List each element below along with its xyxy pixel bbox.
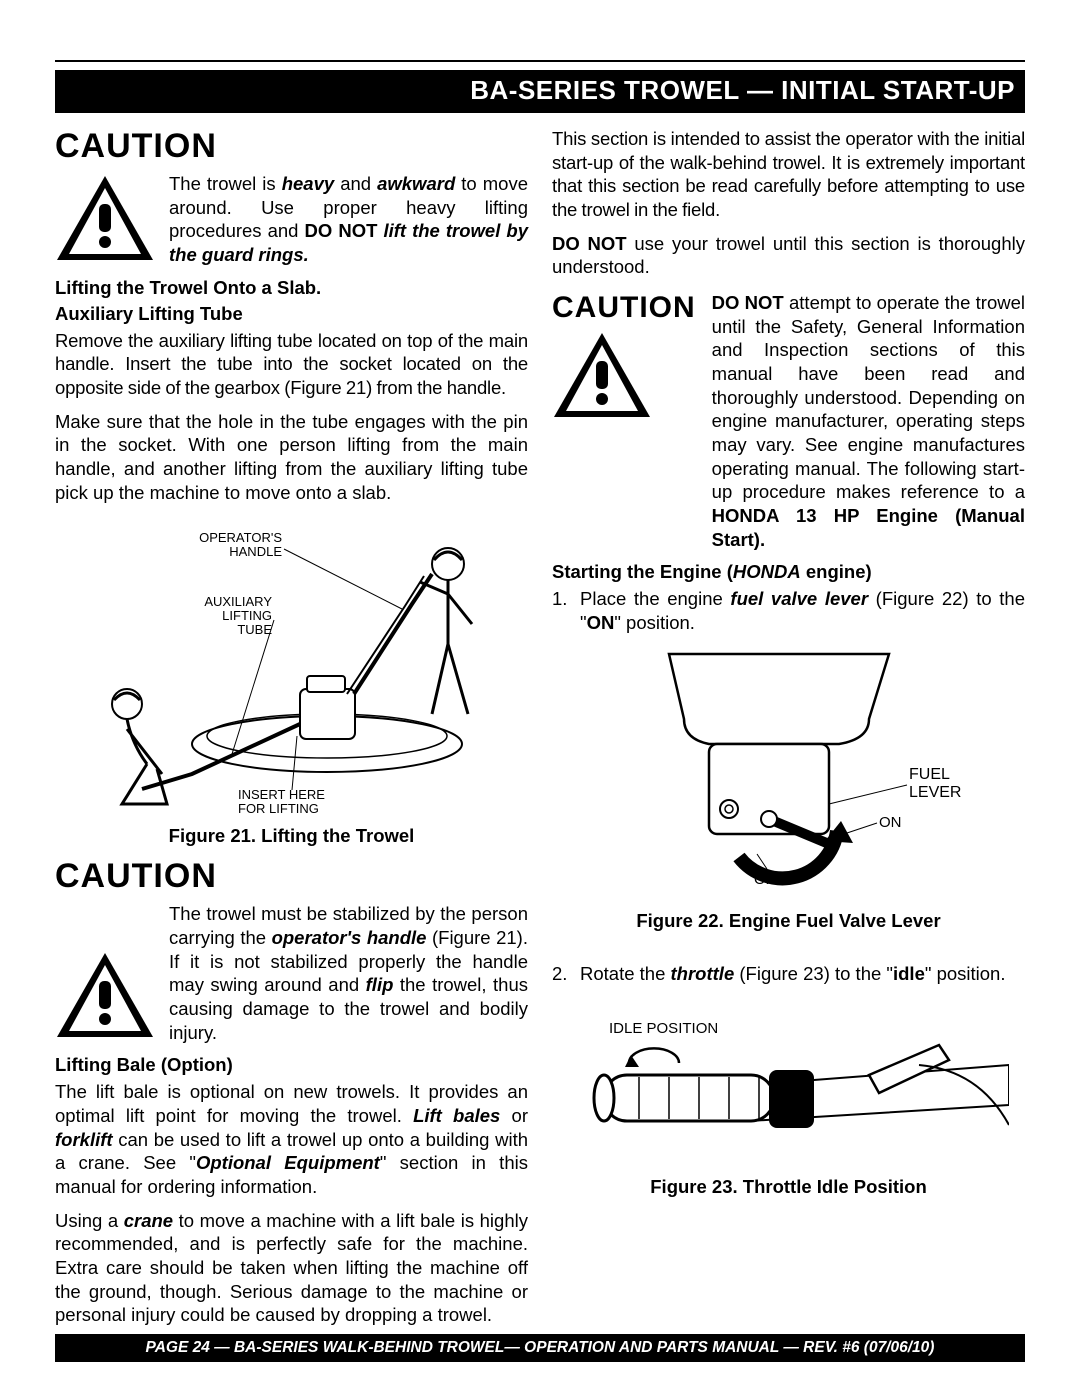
t: flip xyxy=(366,974,394,995)
caution-heading-1: CAUTION xyxy=(55,127,528,166)
label: OFF xyxy=(754,871,784,888)
steps-list-2: 2. Rotate the throttle (Figure 23) to th… xyxy=(552,962,1025,986)
label: AUXILIARY xyxy=(204,594,272,609)
paragraph: Remove the auxiliary lifting tube locate… xyxy=(55,329,528,400)
figure-23: IDLE POSITION xyxy=(552,1015,1025,1170)
t: heavy xyxy=(282,173,334,194)
label: TUBE xyxy=(237,622,272,637)
label: FOR LIFTING xyxy=(238,801,319,814)
t: The trowel is xyxy=(169,173,282,194)
caution-heading-3: CAUTION xyxy=(552,291,696,325)
figure-22: FUEL LEVER ON OFF xyxy=(552,649,1025,904)
figure-21: OPERATOR'S HANDLE AUXILIARY LIFTING TUBE… xyxy=(55,514,528,819)
t: Lift bales xyxy=(413,1105,500,1126)
caution-block-1: The trowel is heavy and awkward to move … xyxy=(55,172,528,267)
title-bar: BA-SERIES TROWEL — INITIAL START-UP xyxy=(55,70,1025,113)
figure-23-illustration: IDLE POSITION xyxy=(569,1015,1009,1165)
caution-left: CAUTION xyxy=(552,291,696,551)
paragraph: Make sure that the hole in the tube enga… xyxy=(55,410,528,505)
label: ON xyxy=(879,814,902,831)
label: INSERT HERE xyxy=(238,787,325,802)
step-text: Place the engine fuel valve lever (Figur… xyxy=(580,587,1025,634)
t: Place the engine xyxy=(580,588,730,609)
caution-1-text: The trowel is heavy and awkward to move … xyxy=(169,172,528,267)
label: IDLE POSITION xyxy=(609,1020,718,1037)
paragraph: The lift bale is optional on new trowels… xyxy=(55,1080,528,1198)
step-1: 1. Place the engine fuel valve lever (Fi… xyxy=(552,587,1025,634)
t: (Figure 23) to the " xyxy=(734,963,893,984)
figure-21-caption: Figure 21. Lifting the Trowel xyxy=(55,825,528,847)
label: LEVER xyxy=(909,784,961,801)
warning-triangle-icon xyxy=(55,174,155,267)
t: ON xyxy=(587,612,615,633)
left-column: CAUTION The trowel is heavy and awkward … xyxy=(55,127,528,1337)
warning-triangle-icon xyxy=(552,331,696,424)
t: Rotate the xyxy=(580,963,671,984)
paragraph: DO NOT use your trowel until this sectio… xyxy=(552,232,1025,279)
step-number: 2. xyxy=(552,962,580,986)
t: throttle xyxy=(671,963,735,984)
right-column: This section is intended to assist the o… xyxy=(552,127,1025,1337)
caution-heading-2: CAUTION xyxy=(55,857,528,896)
content-columns: CAUTION The trowel is heavy and awkward … xyxy=(55,127,1025,1337)
top-rule xyxy=(55,60,1025,62)
t: " position. xyxy=(614,612,695,633)
t: HONDA xyxy=(733,561,801,582)
step-number: 1. xyxy=(552,587,580,634)
t: Starting the Engine ( xyxy=(552,561,733,582)
label: OPERATOR'S xyxy=(199,530,282,545)
steps-list: 1. Place the engine fuel valve lever (Fi… xyxy=(552,587,1025,634)
t: forklift xyxy=(55,1129,113,1150)
heading-lifting-slab: Lifting the Trowel Onto a Slab. xyxy=(55,277,528,299)
caution-2-text: The trowel must be stabilized by the per… xyxy=(169,902,528,1044)
step-2: 2. Rotate the throttle (Figure 23) to th… xyxy=(552,962,1025,986)
heading-lift-bale: Lifting Bale (Option) xyxy=(55,1054,528,1076)
t: DO NOT xyxy=(305,220,378,241)
paragraph: This section is intended to assist the o… xyxy=(552,127,1025,222)
t: or xyxy=(500,1105,528,1126)
t: crane xyxy=(124,1210,173,1231)
t: DO NOT xyxy=(712,292,784,313)
t: " position. xyxy=(925,963,1006,984)
left-body-2: The lift bale is optional on new trowels… xyxy=(55,1080,528,1327)
heading-aux-tube: Auxiliary Lifting Tube xyxy=(55,303,528,325)
caution-block-3: CAUTION DO NOT attempt to operate the tr… xyxy=(552,291,1025,551)
t: idle xyxy=(893,963,925,984)
t: HONDA 13 HP Engine (Manual Start). xyxy=(712,505,1025,550)
t: awkward xyxy=(377,173,455,194)
t: DO NOT xyxy=(552,233,627,254)
figure-22-caption: Figure 22. Engine Fuel Valve Lever xyxy=(552,910,1025,932)
right-intro: This section is intended to assist the o… xyxy=(552,127,1025,279)
label: HANDLE xyxy=(229,544,282,559)
caution-block-2: The trowel must be stabilized by the per… xyxy=(55,902,528,1044)
warning-triangle-icon xyxy=(55,951,155,1044)
paragraph: Using a crane to move a machine with a l… xyxy=(55,1209,528,1327)
figure-22-illustration: FUEL LEVER ON OFF xyxy=(589,649,989,899)
t: Optional Equipment xyxy=(196,1152,380,1173)
t: attempt to operate the trowel until the … xyxy=(712,292,1025,502)
caution-3-text: DO NOT attempt to operate the trowel unt… xyxy=(712,291,1025,551)
left-body-1: Remove the auxiliary lifting tube locate… xyxy=(55,329,528,505)
figure-23-caption: Figure 23. Throttle Idle Position xyxy=(552,1176,1025,1198)
label: FUEL xyxy=(909,766,950,783)
step-text: Rotate the throttle (Figure 23) to the "… xyxy=(580,962,1005,986)
label: LIFTING xyxy=(222,608,272,623)
t: Using a xyxy=(55,1210,124,1231)
t: engine) xyxy=(801,561,872,582)
figure-21-illustration: OPERATOR'S HANDLE AUXILIARY LIFTING TUBE… xyxy=(72,514,512,814)
t: and xyxy=(334,173,377,194)
t: operator's handle xyxy=(272,927,427,948)
heading-starting-engine: Starting the Engine (HONDA engine) xyxy=(552,561,1025,583)
footer-bar: PAGE 24 — BA-SERIES WALK-BEHIND TROWEL— … xyxy=(55,1334,1025,1362)
t: fuel valve lever xyxy=(730,588,868,609)
